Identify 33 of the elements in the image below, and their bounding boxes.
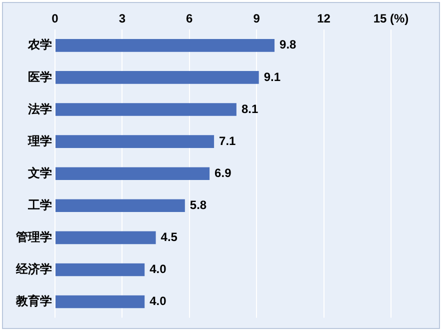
bar: [56, 199, 185, 212]
x-tick-label: 9: [253, 12, 260, 26]
bar: [56, 231, 156, 244]
x-tick-label: 6: [186, 12, 194, 26]
x-tick-label: 0: [52, 12, 59, 26]
bar: [56, 39, 275, 52]
data-label: 4.5: [160, 230, 178, 244]
y-tick-label: 文学: [27, 166, 52, 180]
data-label: 9.8: [280, 38, 297, 52]
y-tick-label: 教育学: [15, 294, 52, 308]
x-tick-label: 12: [317, 12, 331, 26]
y-tick-label: 理学: [27, 134, 52, 148]
data-label: 6.9: [214, 166, 232, 180]
y-tick-label: 医学: [28, 70, 52, 84]
bar: [56, 71, 259, 84]
x-tick-label: 15 (%): [373, 12, 409, 26]
bar: [56, 263, 145, 276]
bar: [56, 295, 145, 308]
data-label: 4.0: [150, 294, 167, 308]
bar: [56, 135, 214, 148]
data-label: 7.1: [219, 134, 236, 148]
data-label: 9.1: [264, 70, 281, 84]
bar: [56, 167, 210, 180]
bar: [56, 103, 236, 116]
y-tick-label: 管理学: [15, 230, 52, 244]
y-tick-label: 工学: [27, 198, 52, 212]
data-label: 4.0: [150, 262, 167, 276]
x-tick-label: 3: [118, 12, 126, 26]
data-label: 8.1: [241, 102, 258, 116]
data-label: 5.8: [190, 198, 207, 212]
y-tick-label: 法学: [27, 102, 52, 116]
y-tick-label: 农学: [27, 38, 52, 52]
y-tick-label: 经济学: [15, 262, 52, 276]
